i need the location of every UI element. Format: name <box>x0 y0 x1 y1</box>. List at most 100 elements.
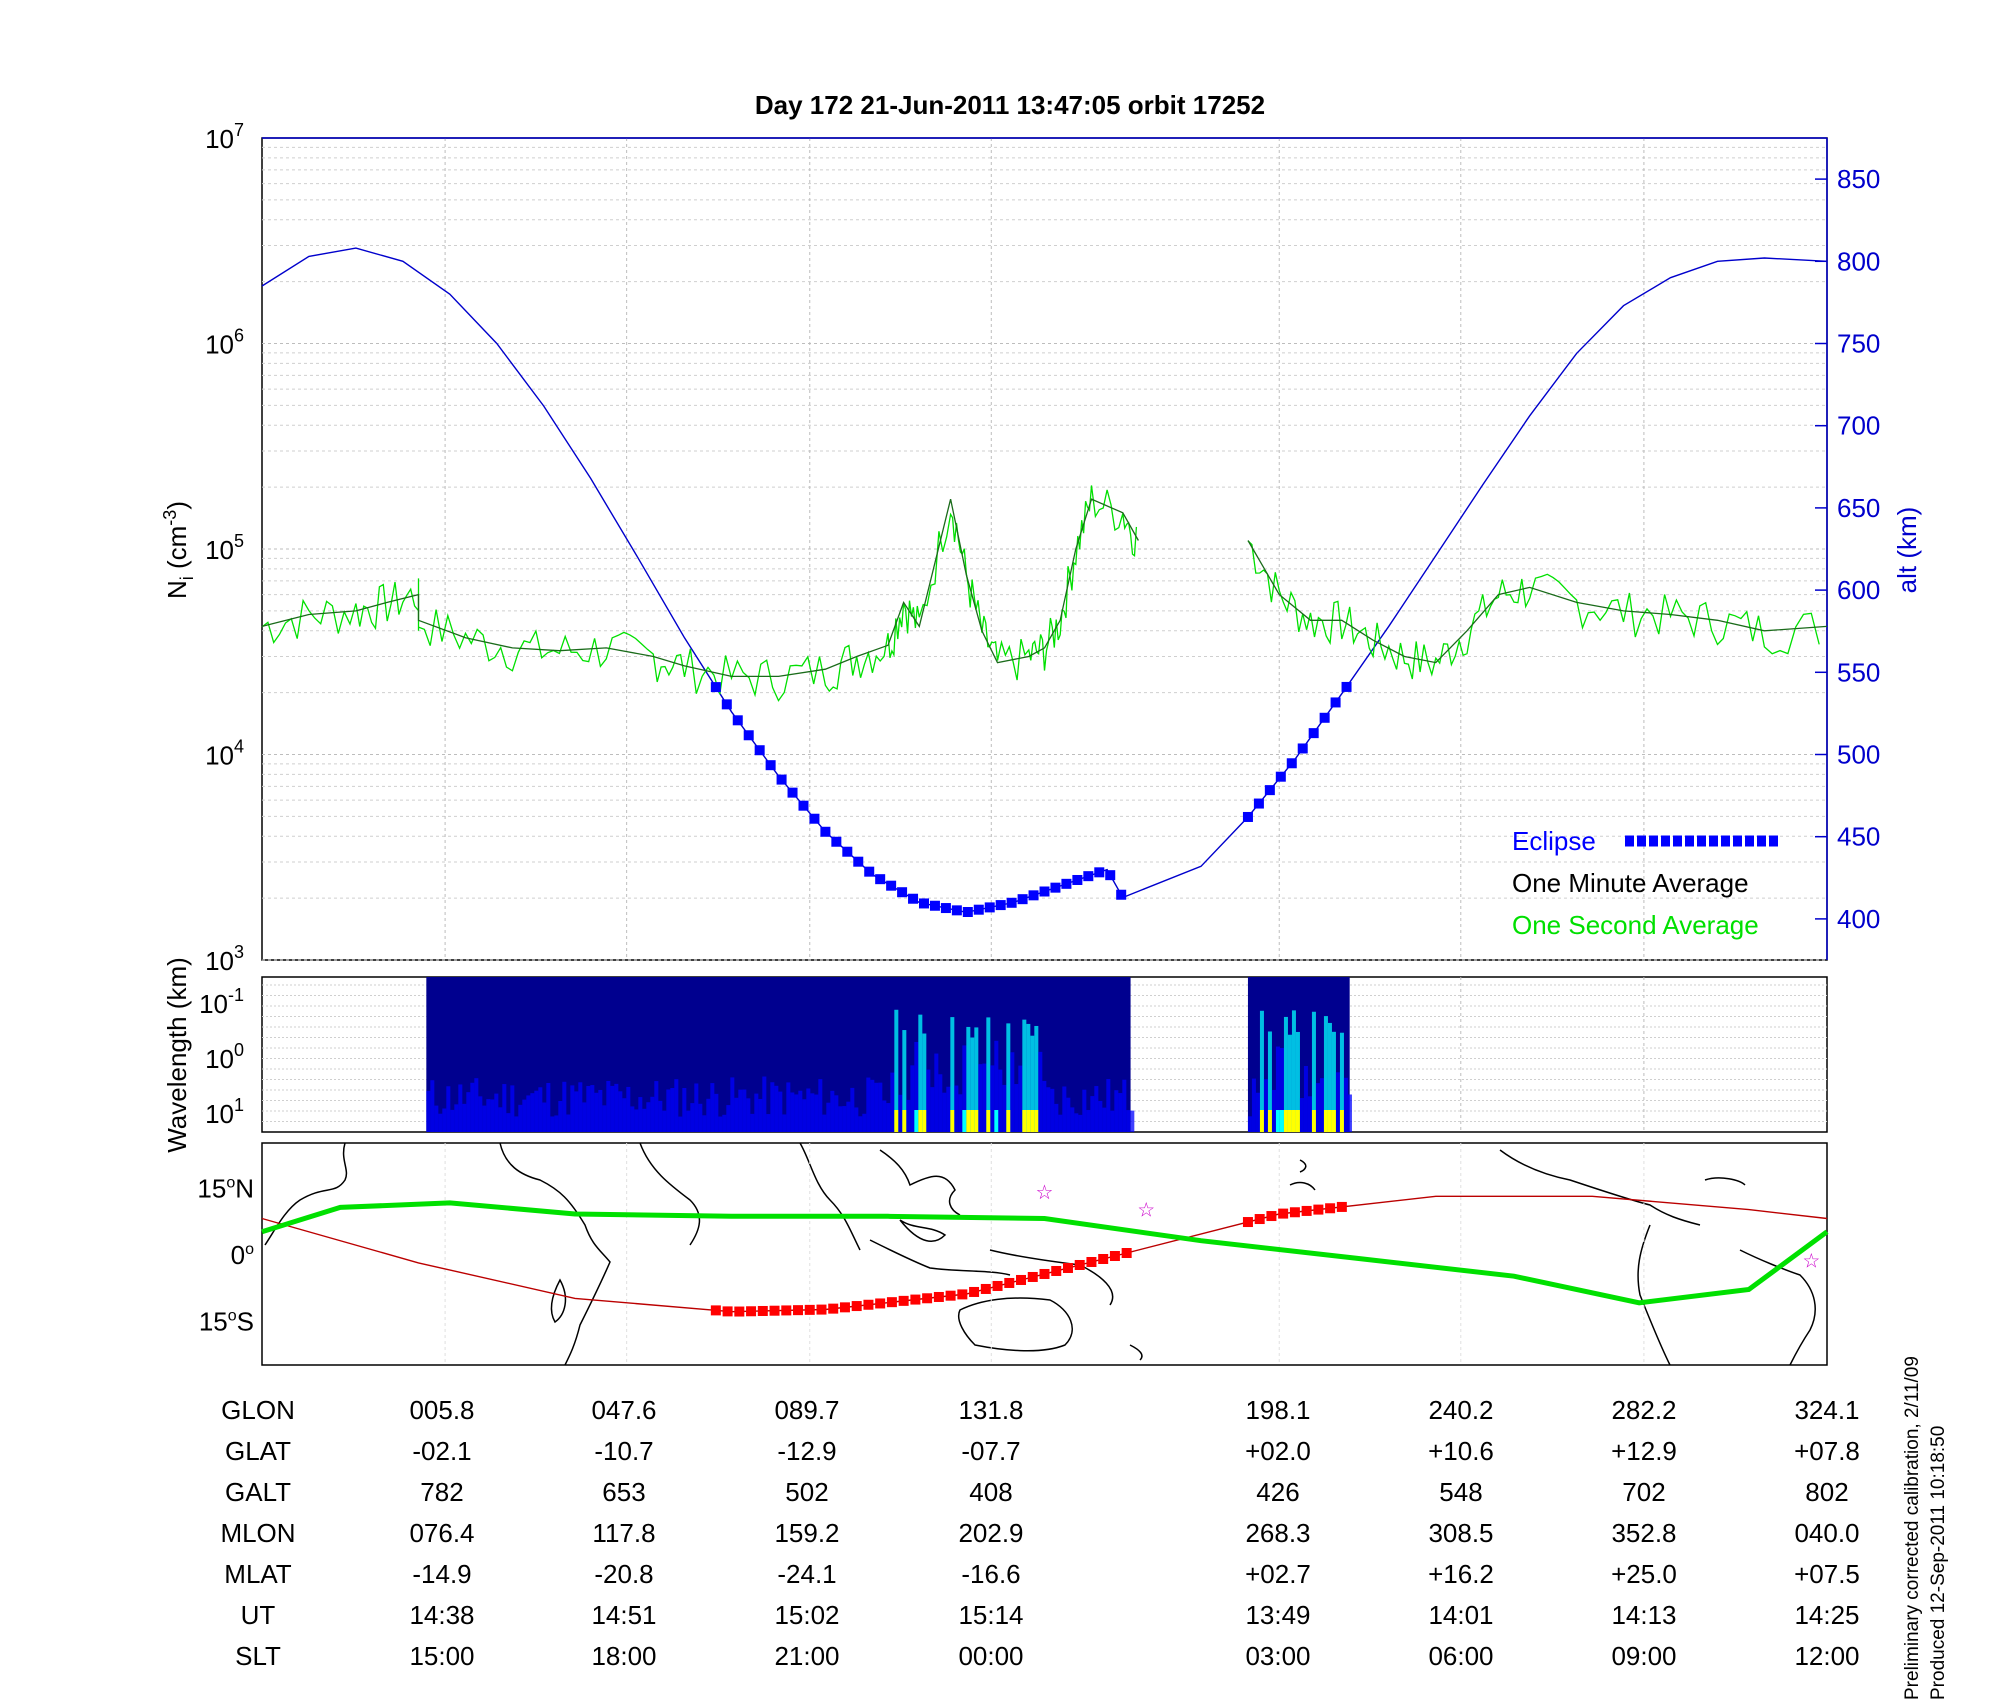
spectrogram-column <box>802 1099 807 1132</box>
eclipse-marker <box>973 904 984 915</box>
eclipse-marker <box>1341 681 1352 692</box>
spectrogram-column <box>1251 1078 1256 1132</box>
spectrogram-column <box>1118 1093 1123 1132</box>
spectrogram-column <box>1287 1034 1292 1132</box>
spectrogram-column <box>818 1079 823 1132</box>
map-eclipse-marker <box>875 1298 886 1309</box>
spectrogram-column <box>958 1094 963 1132</box>
spectrogram-column <box>1010 1052 1015 1132</box>
table-cell: 14:13 <box>1611 1600 1676 1630</box>
calibration-note: Preliminary corrected calibration, 2/11/… <box>1902 1356 1923 1700</box>
altitude-y-axis: 400 450 500 550 600 650 700 750 800 850 <box>1815 164 1880 934</box>
table-cell: 202.9 <box>958 1518 1023 1548</box>
spectrogram-column <box>782 1114 787 1132</box>
table-cell: 03:00 <box>1245 1641 1310 1671</box>
spectrogram-peak <box>914 1110 919 1132</box>
spectrogram-column <box>1102 1107 1107 1132</box>
spectrogram-column <box>658 1100 663 1132</box>
altitude-tick-label: 850 <box>1837 164 1880 194</box>
map-eclipse-marker <box>793 1305 804 1316</box>
table-cell: -14.9 <box>412 1559 471 1589</box>
table-cell: 076.4 <box>409 1518 474 1548</box>
table-cell: 15:00 <box>409 1641 474 1671</box>
eclipse-marker <box>787 787 798 798</box>
spectrogram-peak <box>1026 1110 1031 1132</box>
table-cell: -02.1 <box>412 1436 471 1466</box>
spectrogram-column <box>954 1085 959 1132</box>
spectrogram-column <box>614 1083 619 1132</box>
table-cell: 782 <box>420 1477 463 1507</box>
spectrogram-column <box>1074 1113 1079 1132</box>
spectrogram-peak <box>1327 1110 1332 1132</box>
spectrogram-column <box>434 1105 439 1132</box>
map-eclipse-marker <box>1051 1265 1062 1276</box>
table-cell: 653 <box>602 1477 645 1507</box>
spectrogram-column <box>934 1053 939 1132</box>
spectrogram-column <box>474 1078 479 1132</box>
spectrogram-column <box>454 1104 459 1132</box>
spectrogram-column <box>842 1106 847 1132</box>
spectrogram-column <box>974 1027 979 1132</box>
table-cell: +16.2 <box>1428 1559 1494 1589</box>
table-row-label: UT <box>241 1600 276 1630</box>
spectrogram-column <box>726 1105 731 1132</box>
table-cell: 240.2 <box>1428 1395 1493 1425</box>
spectrogram-column <box>1295 1031 1300 1132</box>
spectrogram-column <box>426 1090 431 1132</box>
map-eclipse-marker <box>980 1283 991 1294</box>
table-row-label: GLON <box>221 1395 295 1425</box>
spectrogram-column <box>930 1087 935 1132</box>
spectrogram-column <box>550 1116 555 1132</box>
table-cell: 324.1 <box>1794 1395 1859 1425</box>
map-eclipse-marker <box>945 1290 956 1301</box>
eclipse-marker <box>918 898 929 909</box>
eclipse-marker <box>1116 889 1127 900</box>
density-tick-label: 105 <box>205 531 244 565</box>
spectrogram-column <box>994 1040 999 1132</box>
spectrogram-column <box>978 1064 983 1132</box>
spectrogram-column <box>494 1093 499 1132</box>
spectrogram-peak <box>922 1110 927 1132</box>
spectrogram-column <box>762 1076 767 1132</box>
spectrogram-column <box>646 1102 651 1132</box>
map-eclipse-marker <box>1266 1211 1277 1222</box>
spectrogram-column <box>770 1082 775 1132</box>
spectrogram-column <box>894 1009 899 1132</box>
spectrogram-column <box>710 1083 715 1132</box>
eclipse-marker <box>1308 728 1319 739</box>
spectrogram-column <box>1018 1065 1023 1132</box>
density-y-axis: 103 104 105 106 107 <box>205 120 244 976</box>
spectrogram-column <box>722 1114 727 1132</box>
spectrogram-column <box>470 1082 475 1132</box>
map-tick-label: 15oS <box>199 1307 254 1337</box>
legend-eclipse: Eclipse <box>1512 826 1596 856</box>
table-cell: -10.7 <box>594 1436 653 1466</box>
spectrogram-column <box>442 1108 447 1132</box>
eclipse-marker <box>897 887 908 898</box>
spectrogram-column <box>798 1090 803 1132</box>
map-eclipse-marker <box>1086 1256 1097 1267</box>
spectrogram-peak <box>1311 1110 1316 1132</box>
spectrogram-column <box>1066 1097 1071 1132</box>
density-tick-label: 106 <box>205 326 244 360</box>
spectrogram-column <box>462 1103 467 1132</box>
altitude-tick-label: 500 <box>1837 740 1880 770</box>
spectrogram-column <box>1098 1100 1103 1132</box>
table-cell: 268.3 <box>1245 1518 1310 1548</box>
table-cell: 047.6 <box>591 1395 656 1425</box>
eclipse-marker <box>776 774 787 785</box>
eclipse-marker <box>1286 758 1297 769</box>
spectrogram-peak <box>994 1110 999 1132</box>
eclipse-marker <box>831 836 842 847</box>
spectrogram-column <box>638 1097 643 1132</box>
spectrogram-column <box>1034 1025 1039 1132</box>
spectrogram-cells <box>426 977 1352 1132</box>
spectrogram-column <box>982 1063 987 1132</box>
spectrogram-column <box>526 1095 531 1132</box>
spectrogram-peak <box>1022 1110 1027 1132</box>
map-eclipse-marker <box>1278 1208 1289 1219</box>
eclipse-marker <box>864 866 875 877</box>
table-cell: 14:01 <box>1428 1600 1493 1630</box>
spectrogram-column <box>694 1083 699 1132</box>
